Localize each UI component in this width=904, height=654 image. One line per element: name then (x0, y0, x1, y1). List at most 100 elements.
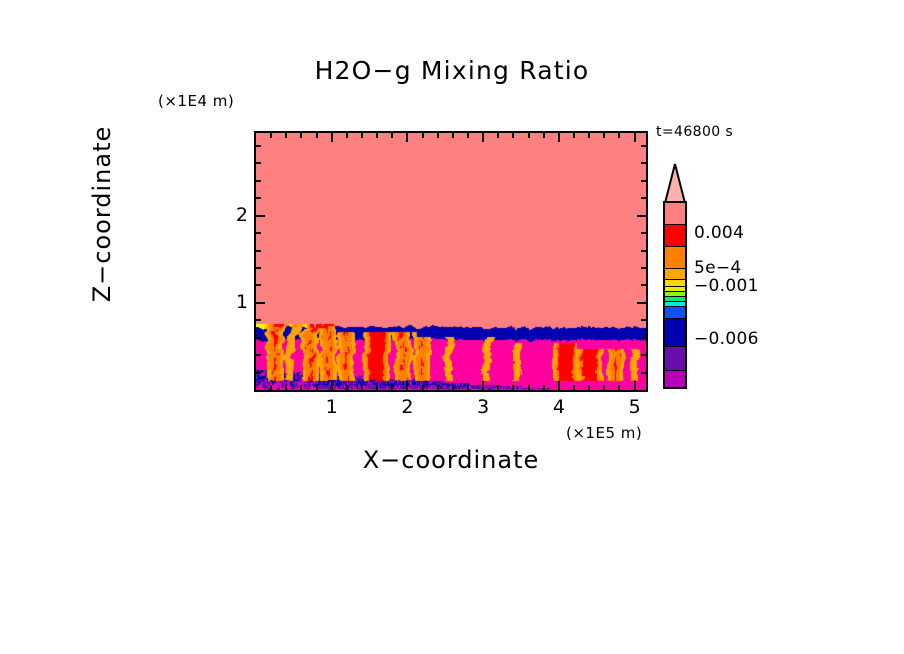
y-axis-minor-tick (641, 232, 646, 235)
x-axis-tick (406, 133, 409, 142)
y-axis-minor-tick (641, 145, 646, 148)
x-axis-minor-tick (451, 133, 454, 138)
colorbar-tick-label: 0.004 (694, 223, 745, 243)
y-axis-minor-tick (641, 336, 646, 339)
y-axis-title: Z−coordinate (88, 125, 116, 303)
y-axis-minor-tick (641, 284, 646, 287)
x-axis-minor-tick (391, 133, 394, 138)
x-axis-tick (330, 381, 333, 390)
x-axis-minor-tick (573, 133, 576, 138)
y-axis-minor-tick (641, 371, 646, 374)
x-axis-minor-tick (467, 133, 470, 138)
x-axis-minor-tick (497, 385, 500, 390)
colorbar-band (665, 347, 685, 371)
y-axis-minor-tick (256, 267, 261, 270)
colorbar-gradient (663, 201, 687, 389)
y-axis-tick (256, 301, 265, 304)
y-axis-minor-tick (256, 197, 261, 200)
x-axis-minor-tick (542, 133, 545, 138)
colorbar-band (665, 371, 685, 387)
x-axis-minor-tick (497, 133, 500, 138)
colorbar-arrow-icon (663, 163, 687, 203)
colorbar-band (665, 292, 685, 297)
colorbar-tick-label: 5e−4 (694, 258, 742, 278)
page-title: H2O−g Mixing Ratio (314, 56, 590, 85)
x-axis-tick-label: 5 (628, 396, 641, 418)
x-axis-minor-tick (618, 385, 621, 390)
y-axis-tick-label: 2 (235, 203, 248, 226)
x-axis-minor-tick (361, 133, 364, 138)
x-axis-tick (482, 133, 485, 142)
y-axis-tick (256, 214, 265, 217)
x-axis-tick (330, 133, 333, 142)
x-axis-minor-tick (512, 385, 515, 390)
y-axis-minor-tick (256, 162, 261, 165)
x-axis-minor-tick (603, 133, 606, 138)
colorbar-band (665, 297, 685, 302)
x-axis-minor-tick (376, 385, 379, 390)
y-axis-minor-tick (256, 319, 261, 322)
x-axis-tick (482, 381, 485, 390)
x-axis-title: X−coordinate (362, 446, 540, 474)
x-axis-tick-label: 2 (401, 396, 414, 418)
colorbar-band (665, 280, 685, 287)
x-axis-minor-tick (512, 133, 515, 138)
x-axis-minor-tick (391, 385, 394, 390)
x-axis-minor-tick (451, 385, 454, 390)
timestamp-annotation: t=46800 s (656, 124, 734, 140)
colorbar-tick-label: −0.006 (694, 329, 759, 349)
x-axis-minor-tick (573, 385, 576, 390)
x-axis-minor-tick (618, 133, 621, 138)
y-axis-minor-tick (256, 284, 261, 287)
x-axis-tick (406, 381, 409, 390)
x-axis-minor-tick (376, 133, 379, 138)
y-axis-minor-tick (641, 197, 646, 200)
contour-field-canvas (256, 133, 646, 390)
x-axis-tick (557, 133, 560, 142)
colorbar-tick-label: −0.001 (694, 276, 759, 296)
x-axis-minor-tick (588, 385, 591, 390)
x-axis-minor-tick (270, 133, 273, 138)
x-axis-tick-label: 3 (477, 396, 490, 418)
x-axis-unit-label: (×1E5 m) (566, 424, 643, 442)
x-axis-minor-tick (436, 385, 439, 390)
colorbar-band (665, 247, 685, 269)
y-axis-minor-tick (256, 179, 261, 182)
x-axis-tick-label: 4 (552, 396, 565, 418)
colorbar-band (665, 225, 685, 247)
y-axis-tick-label: 1 (235, 290, 248, 313)
y-axis-minor-tick (256, 371, 261, 374)
colorbar-band (665, 307, 685, 319)
x-axis-tick (633, 133, 636, 142)
colorbar-band (665, 302, 685, 307)
y-axis-minor-tick (641, 354, 646, 357)
x-axis-minor-tick (361, 385, 364, 390)
colorbar-band (665, 319, 685, 347)
y-axis-unit-label: (×1E4 m) (158, 92, 235, 110)
x-axis-minor-tick (315, 133, 318, 138)
x-axis-minor-tick (315, 385, 318, 390)
y-axis-minor-tick (256, 249, 261, 252)
y-axis-minor-tick (256, 145, 261, 148)
y-axis-minor-tick (641, 267, 646, 270)
y-axis-minor-tick (641, 179, 646, 182)
x-axis-minor-tick (345, 133, 348, 138)
x-axis-minor-tick (345, 385, 348, 390)
y-axis-minor-tick (641, 319, 646, 322)
y-axis-tick (637, 214, 646, 217)
x-axis-minor-tick (285, 385, 288, 390)
y-axis-minor-tick (256, 232, 261, 235)
y-axis-minor-tick (256, 336, 261, 339)
colorbar-band (665, 287, 685, 292)
colorbar-band (665, 203, 685, 225)
x-axis-minor-tick (527, 133, 530, 138)
y-axis-minor-tick (641, 249, 646, 252)
x-axis-tick-label: 1 (325, 396, 338, 418)
plot-area (254, 131, 648, 392)
x-axis-minor-tick (270, 385, 273, 390)
x-axis-minor-tick (300, 385, 303, 390)
x-axis-minor-tick (467, 385, 470, 390)
x-axis-minor-tick (285, 133, 288, 138)
x-axis-minor-tick (436, 133, 439, 138)
